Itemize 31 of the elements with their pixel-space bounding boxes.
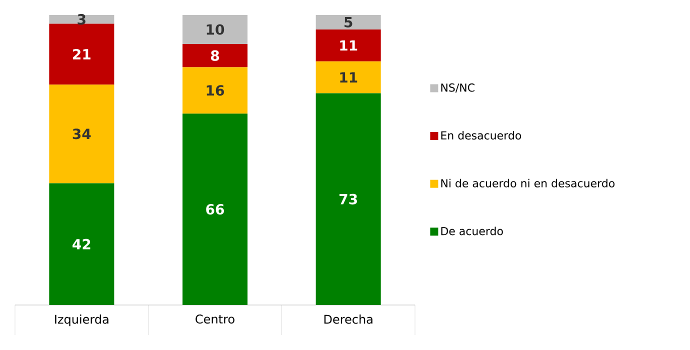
legend-label: De acuerdo xyxy=(441,226,503,236)
x-tick-label: Centro xyxy=(196,314,234,324)
data-label: 42 xyxy=(72,238,90,250)
data-label: 11 xyxy=(340,72,358,82)
x-tick-label: Derecha xyxy=(324,314,372,324)
data-label: 16 xyxy=(206,85,224,96)
x-tick-label: Izquierda xyxy=(55,314,108,326)
data-label: 10 xyxy=(206,24,224,35)
bar xyxy=(49,14,114,24)
bar xyxy=(182,44,248,68)
bar xyxy=(182,114,248,305)
bar xyxy=(316,29,381,62)
data-label: 34 xyxy=(72,128,91,140)
data-label: 3 xyxy=(78,14,86,25)
data-label: 66 xyxy=(206,204,224,215)
legend-label: NS/NC xyxy=(441,83,474,93)
data-label: 11 xyxy=(340,40,358,51)
data-label: 5 xyxy=(344,17,352,28)
data-label: 8 xyxy=(210,50,220,61)
legend-label: En desacuerdo xyxy=(441,131,522,140)
bar xyxy=(49,183,114,305)
data-label: 21 xyxy=(73,48,90,60)
legend-label: Ni de acuerdo ni en desacuerdo xyxy=(441,178,615,188)
bar xyxy=(49,84,114,184)
bar xyxy=(182,67,248,114)
bar xyxy=(49,24,114,85)
bar xyxy=(316,14,381,30)
bar xyxy=(316,61,381,94)
data-label: 73 xyxy=(340,194,357,204)
bar xyxy=(182,14,248,44)
bar xyxy=(316,93,381,305)
